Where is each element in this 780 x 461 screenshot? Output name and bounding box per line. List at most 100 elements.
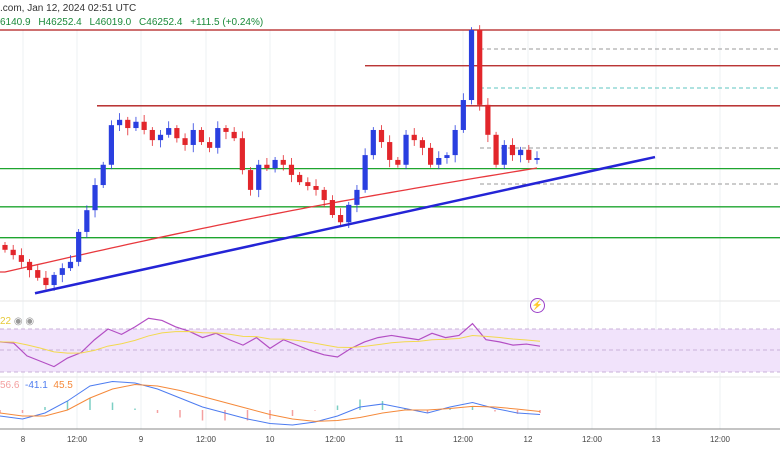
candle (198, 129, 205, 143)
candle (84, 210, 90, 232)
candle (305, 182, 311, 187)
signal-line (0, 383, 541, 422)
change-value: +111.5 (+0.24%) (190, 17, 264, 28)
candle (157, 134, 164, 141)
x-tick-label: 13 (652, 435, 661, 444)
candle (370, 129, 376, 156)
candle (337, 215, 344, 223)
candle (362, 155, 368, 190)
rsi-ma-line (0, 331, 541, 354)
macd-legend: 56.6 -41.1 45.5 (0, 380, 73, 391)
candle (346, 204, 352, 223)
candle (51, 274, 57, 286)
macd-hist-value: 56.6 (0, 380, 20, 391)
candle (231, 131, 237, 139)
candle (125, 119, 131, 129)
candle (116, 119, 123, 126)
open-value: 6140.9 (0, 17, 31, 28)
candle (468, 29, 475, 101)
candle (419, 140, 426, 148)
candle (141, 121, 147, 130)
candle (108, 125, 114, 165)
candle (518, 149, 524, 156)
candle (501, 144, 507, 165)
candle (436, 158, 442, 165)
candle (92, 185, 98, 211)
trendline (34, 155, 656, 295)
ohlc-readout: 6140.9 H46252.4 L46019.0 C46252.4 +111.5… (0, 17, 268, 28)
candle (354, 189, 360, 205)
candle (256, 164, 262, 190)
candle (526, 149, 532, 160)
candle (313, 186, 319, 190)
candle (43, 277, 49, 286)
candle (321, 189, 327, 201)
candle (76, 231, 82, 262)
high-value: H46252.4 (38, 17, 82, 28)
candle (207, 142, 213, 148)
x-tick-label: 11 (395, 435, 404, 444)
candle (280, 159, 286, 165)
x-tick-label: 12:00 (453, 435, 474, 444)
x-tick-label: 8 (21, 435, 26, 444)
close-value: C46252.4 (139, 17, 183, 28)
rsi-line (0, 317, 541, 368)
candle (2, 244, 8, 250)
candle (182, 138, 188, 145)
candle (387, 142, 393, 160)
macd-line (0, 380, 541, 426)
candle (166, 128, 172, 135)
rsi-value: 22 (0, 316, 12, 327)
candle (509, 144, 516, 156)
candle (452, 129, 458, 156)
moving-average-line (0, 167, 538, 273)
candle (329, 200, 335, 216)
candle (288, 164, 295, 175)
candle (477, 29, 483, 105)
x-tick-label: 12:00 (196, 435, 217, 444)
candle (174, 128, 180, 139)
x-tick-label: 12:00 (325, 435, 346, 444)
candle (403, 134, 409, 165)
rsi-legend: 22 ◉ ◉ (0, 316, 35, 327)
lightning-icon[interactable]: ⚡ (530, 298, 545, 313)
candle (378, 129, 385, 143)
candle (215, 128, 221, 148)
candle (190, 129, 196, 145)
macd-value: -41.1 (25, 380, 48, 391)
candle (297, 174, 303, 183)
candle (444, 155, 450, 158)
candle (100, 164, 106, 186)
candle (264, 164, 270, 169)
candle (247, 170, 254, 190)
candle (395, 159, 401, 165)
candle (485, 104, 491, 135)
low-value: L46019.0 (89, 17, 132, 28)
candle (460, 100, 466, 130)
candle (411, 134, 417, 141)
candle (18, 255, 24, 262)
candle (10, 249, 16, 256)
candle (59, 268, 65, 275)
source-date: .com, Jan 12, 2024 02:51 UTC (0, 3, 137, 14)
candle (26, 261, 33, 271)
candle (223, 128, 229, 132)
x-tick-label: 12 (524, 435, 533, 444)
candle (133, 121, 139, 129)
candle (239, 138, 245, 171)
x-tick-label: 12:00 (582, 435, 603, 444)
candle (428, 147, 434, 165)
candle (272, 159, 278, 169)
candle (35, 270, 41, 278)
candle (67, 261, 74, 269)
x-tick-label: 12:00 (710, 435, 731, 444)
x-tick-label: 9 (139, 435, 144, 444)
x-tick-label: 12:00 (67, 435, 88, 444)
candle (149, 129, 155, 141)
x-tick-label: 10 (266, 435, 275, 444)
signal-value: 45.5 (53, 380, 73, 391)
candle (534, 158, 540, 160)
candle (493, 134, 499, 165)
